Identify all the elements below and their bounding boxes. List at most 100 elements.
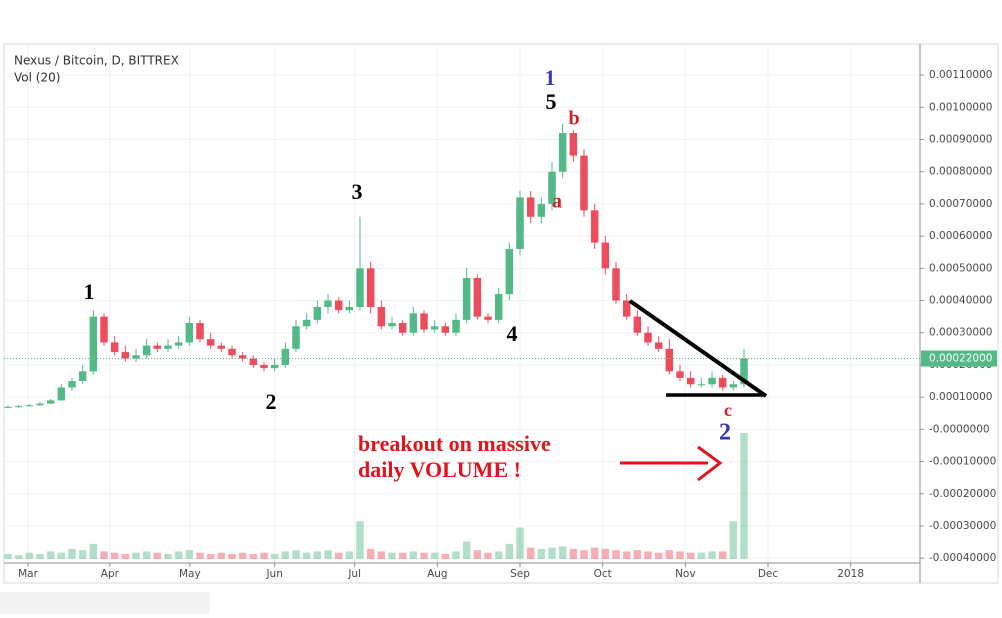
annotation: 5 (546, 89, 557, 114)
candle-body (473, 277, 482, 317)
volume-bar (622, 551, 631, 559)
candle-body (249, 358, 258, 365)
volume-bar (121, 553, 130, 559)
chart-frame (3, 43, 999, 584)
y-tick-label: 0.00110000 (929, 69, 992, 81)
candle-body (228, 348, 236, 356)
volume-bar (228, 553, 236, 559)
candle-body (441, 326, 450, 333)
candle-body (46, 400, 55, 404)
volume-bar (601, 548, 610, 559)
candle-body (313, 306, 322, 320)
volume-bar (89, 543, 98, 559)
annotation: breakout on massive (358, 431, 551, 456)
volume-bar (537, 548, 546, 559)
volume-bar (110, 552, 119, 559)
candle-body (622, 300, 631, 317)
candle-body (260, 364, 268, 369)
volume-bar (526, 547, 535, 559)
annotation: a (552, 191, 562, 213)
x-tick-label: May (179, 568, 201, 580)
volume-bar (441, 553, 450, 559)
candle-body (185, 323, 194, 343)
volume-bar (654, 552, 663, 559)
candle-body (654, 342, 663, 349)
volume-bar (612, 550, 620, 559)
candle-body (665, 348, 674, 372)
y-tick-label: 0.00100000 (929, 101, 992, 113)
volume-bar (302, 552, 311, 559)
last-price-label: 0.00022000 (929, 352, 992, 364)
annotation: 1 (545, 65, 556, 90)
annotation: 2 (266, 389, 277, 414)
volume-bar (366, 548, 375, 559)
volume-bar (142, 551, 151, 559)
candle-body (4, 406, 12, 408)
candle-body (676, 371, 684, 378)
trend-line (628, 299, 768, 398)
candle-body (68, 381, 76, 388)
candle-body (132, 355, 140, 359)
y-tick-label: 0.00060000 (929, 230, 992, 242)
candle-body (25, 405, 34, 407)
volume-bar (740, 433, 748, 559)
volume-bar (590, 547, 599, 559)
annotation: 2 (719, 420, 731, 446)
candle-body (110, 342, 119, 353)
volume-bar (665, 550, 674, 559)
candle-body (345, 306, 354, 311)
volume-bar (292, 550, 300, 559)
candle-body (36, 403, 44, 406)
candle-body (569, 133, 578, 156)
candle-body (484, 316, 492, 320)
volume-bar (516, 527, 524, 559)
annotation: c (724, 400, 732, 420)
x-tick-label: Apr (101, 568, 120, 580)
volume-bar (132, 552, 140, 559)
candle-body (686, 377, 695, 385)
candle-body (388, 323, 396, 327)
volume-bar (398, 552, 407, 559)
annotation: 4 (507, 321, 518, 346)
candle-body (590, 210, 599, 243)
volume-bar (558, 546, 567, 559)
volume-bar (633, 550, 642, 559)
candle-body (505, 248, 514, 295)
candle-body (281, 348, 290, 365)
volume-bar (580, 550, 588, 559)
candle-body (601, 242, 610, 269)
volume-bar (505, 543, 514, 559)
volume-bar (153, 552, 162, 559)
candle-body (334, 300, 343, 311)
candle-body (153, 345, 162, 349)
y-tick-label: 0.00030000 (929, 327, 992, 339)
candle-body (121, 352, 130, 359)
candle-body (217, 345, 226, 349)
volume-bar (57, 552, 66, 559)
candle-body (452, 319, 460, 333)
candle-layer (4, 123, 748, 409)
volume-bar (324, 550, 332, 559)
volume-bar (185, 550, 194, 559)
candle-body (57, 387, 66, 401)
candle-body (409, 313, 418, 333)
annotation: 1 (84, 279, 95, 304)
x-tick-label: Jun (265, 568, 282, 580)
volume-bar (196, 552, 204, 559)
candle-body (324, 300, 332, 307)
annotation: b (568, 108, 579, 130)
candle-body (537, 203, 546, 217)
candle-body (164, 345, 172, 349)
volume-bar (238, 552, 247, 559)
candle-body (558, 133, 567, 172)
labels: Mar Apr May Jun Jul Aug Sep Oct Nov Dec 2018 0.0011… (4, 65, 997, 580)
candle-body (612, 268, 620, 301)
arrow-head (697, 445, 723, 482)
volume-bar (206, 553, 215, 559)
y-tick-label: 0.00040000 (929, 295, 992, 307)
volume-bar (174, 551, 183, 559)
y-tick-label: -0.00010000 (929, 456, 996, 468)
volume-bar (377, 551, 386, 559)
chart-subtitle: Vol (20) (14, 71, 60, 85)
volume-bar (334, 552, 343, 559)
